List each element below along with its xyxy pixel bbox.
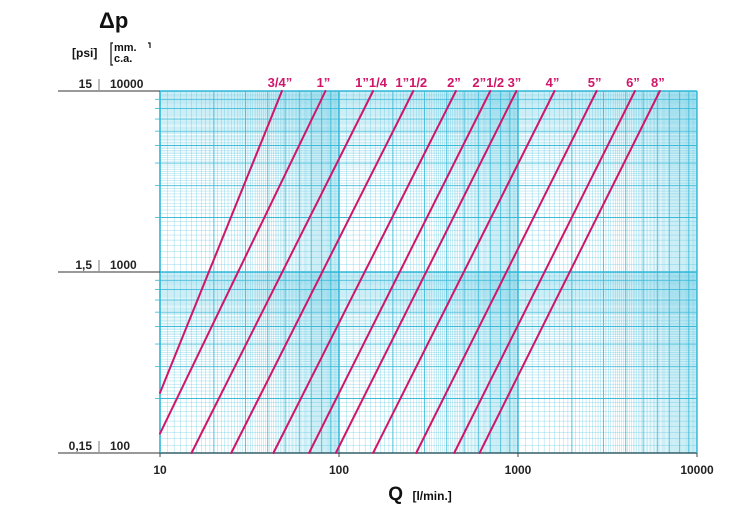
size-labels: 3/4” 1” 1”1/4 1”1/2 2” 2”1/2 3” 4” 5” 6” 8”: [268, 75, 665, 90]
size-curve: [478, 90, 661, 454]
y-tick-label-mmca: 10000: [110, 77, 144, 91]
size-curve: [372, 90, 556, 454]
chart-grid: [155, 90, 698, 454]
y-tick-label-psi: 15: [79, 77, 93, 91]
size-label: 1”: [317, 75, 331, 90]
size-label: 2”1/2: [472, 75, 504, 90]
size-label: 3”: [508, 75, 522, 90]
size-label: 3/4”: [268, 75, 293, 90]
size-label: 4”: [546, 75, 560, 90]
y-tick-label-psi: 1,5: [75, 258, 92, 272]
x-tick-label: 10000: [680, 463, 714, 477]
y-axis-title: Δp: [99, 8, 128, 33]
size-label: 6”: [626, 75, 640, 90]
x-tick-label: 1000: [505, 463, 532, 477]
x-axis-title: Q [l/min.]: [388, 484, 452, 505]
x-tick-labels: 10 100 1000 10000: [153, 453, 714, 477]
y-unit-mmca-top: mm.: [114, 42, 137, 54]
size-curve: [159, 90, 283, 394]
size-curve: [415, 90, 598, 454]
size-curve: [334, 90, 518, 454]
size-curve: [272, 90, 457, 454]
y-unit-mmca-bottom: c.a.: [114, 53, 132, 65]
size-label: 1”1/4: [355, 75, 388, 90]
y-unit-mmca-bracket: [110, 42, 151, 66]
size-curve: [190, 90, 375, 454]
size-curve: [159, 90, 327, 435]
size-curve: [308, 90, 492, 454]
y-tick-labels: 0,15 100 1,5 1000 15 10000: [58, 77, 160, 454]
size-label: 2”: [447, 75, 461, 90]
y-unit-psi: [psi]: [72, 46, 97, 60]
size-curve: [453, 90, 636, 454]
size-curve: [230, 90, 415, 454]
x-axis-title-main: Q: [388, 484, 403, 505]
y-tick-label-psi: 0,15: [69, 439, 93, 453]
y-tick-label-mmca: 100: [110, 439, 130, 453]
size-curves: [159, 90, 661, 454]
x-tick-label: 100: [329, 463, 349, 477]
size-label: 5”: [588, 75, 602, 90]
x-axis-title-unit: [l/min.]: [412, 489, 451, 503]
y-tick-label-mmca: 1000: [110, 258, 137, 272]
x-tick-label: 10: [153, 463, 167, 477]
size-label: 1”1/2: [395, 75, 427, 90]
size-label: 8”: [651, 75, 665, 90]
